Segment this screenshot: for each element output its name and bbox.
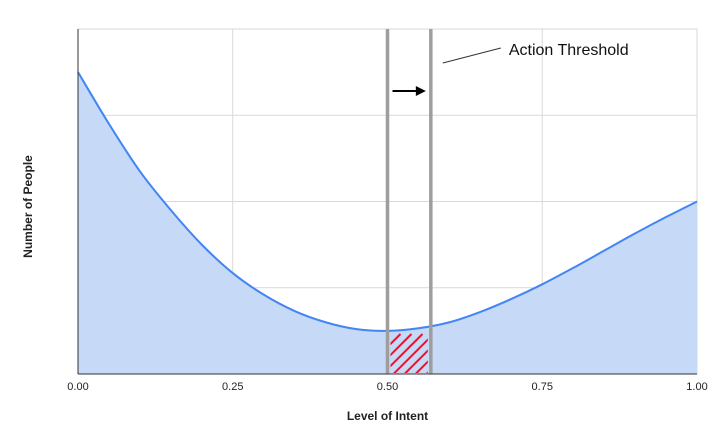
threshold-lines [385,29,433,374]
x-tick-label: 0.00 [67,381,88,393]
x-tick-label: 0.75 [532,381,553,393]
x-tick-label: 0.25 [222,381,243,393]
hatch-lines [390,333,428,373]
hatch-stroke [390,333,402,346]
y-axis-title: Number of People [21,155,35,258]
hatch-stroke [415,360,428,373]
arrow-head [415,86,426,96]
hatch-stroke [393,338,428,373]
x-axis-title: Level of Intent [347,409,428,423]
axes [77,29,697,375]
series-area [78,72,697,374]
annotation-leader-line [442,47,501,64]
hatch-stroke [390,333,413,357]
hatched-region [390,333,428,373]
hatch-stroke [404,349,428,373]
shift-arrow [392,86,426,96]
annotation-label: Action Threshold [509,42,629,59]
hatch-stroke [390,333,424,368]
x-tick-label: 0.50 [377,381,398,393]
x-tick-label: 1.00 [686,381,707,393]
x-tick-labels: 0.00 0.25 0.50 0.75 1.00 [67,381,707,393]
